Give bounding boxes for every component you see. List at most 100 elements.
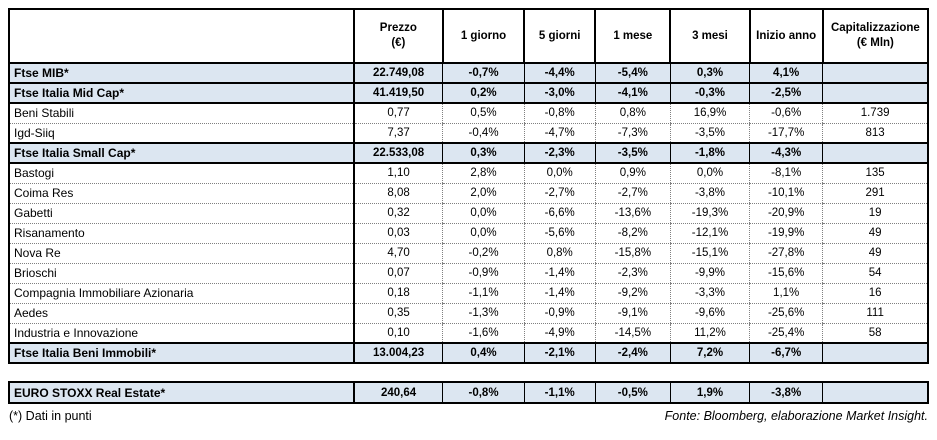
capitalization-cell: 49 [822, 242, 928, 264]
row-label: Ftse Italia Mid Cap* [9, 82, 354, 104]
pct-change-cell: -25,6% [749, 302, 823, 324]
price-cell: 22.533,08 [352, 142, 443, 164]
index-row: Ftse Italia Mid Cap* 41.419,50 0,2% -3,0% -4… [9, 82, 928, 104]
euro-table-body: EURO STOXX Real Estate* 240,64 -0,8% -1,1% -… [9, 381, 928, 404]
pct-change-cell: 0,3% [669, 62, 750, 84]
capitalization-cell: 49 [822, 222, 928, 244]
pct-change-cell: 7,2% [669, 342, 750, 364]
pct-change-cell: -2,7% [594, 182, 671, 204]
pct-change-cell: -19,3% [669, 202, 750, 224]
price-cell: 4,70 [352, 242, 443, 264]
capitalization-cell [822, 62, 928, 84]
row-label: Industria e Innovazione [9, 322, 354, 344]
price-cell: 7,37 [352, 122, 443, 144]
row-label: Beni Stabili [9, 102, 354, 124]
pct-change-cell: -4,4% [523, 62, 596, 84]
index-row: Ftse Italia Small Cap* 22.533,08 0,3% -2,3%… [9, 142, 928, 164]
pct-change-cell: -14,5% [594, 322, 671, 344]
pct-change-cell: -2,3% [523, 142, 596, 164]
pct-change-cell: 0,0% [669, 162, 750, 184]
price-cell: 22.749,08 [352, 62, 443, 84]
capitalization-cell: 16 [822, 282, 928, 304]
pct-change-cell: -27,8% [749, 242, 823, 264]
euro-table-wrap: EURO STOXX Real Estate* 240,64 -0,8% -1,1% -… [8, 381, 929, 404]
pct-change-cell: 0,8% [594, 102, 671, 124]
stock-row: Compagnia Immobiliare Azionaria 0,18 -1,1%… [9, 282, 928, 304]
capitalization-cell [822, 142, 928, 164]
pct-change-cell: 0,0% [442, 202, 525, 224]
pct-change-cell: 0,4% [442, 342, 525, 364]
price-cell: 240,64 [352, 381, 443, 404]
capitalization-cell: 54 [822, 262, 928, 284]
column-header-line: 1 giorno [460, 29, 507, 42]
pct-change-cell: -3,5% [669, 122, 750, 144]
pct-change-cell: -9,9% [669, 262, 750, 284]
capitalization-cell: 813 [822, 122, 928, 144]
pct-change-cell: -13,6% [594, 202, 671, 224]
capitalization-cell [822, 342, 928, 364]
row-label: Aedes [9, 302, 354, 324]
real-estate-price-sheet: Prezzo (€) 1 giorno 5 giorni 1 mese 3 mesi Ini… [8, 8, 930, 423]
pct-change-cell: -0,5% [594, 381, 671, 404]
pct-change-cell: -8,1% [749, 162, 823, 184]
pct-change-cell: -19,9% [749, 222, 823, 244]
main-table-body: Ftse MIB* 22.749,08 -0,7% -4,4% -5,4% 0,3% 4,1… [9, 62, 928, 364]
stock-row: Igd-Siiq 7,37 -0,4% -4,7% -7,3% -3,5% -17,7% 81… [9, 122, 928, 144]
column-header: Capitalizzazione (€ Mln) [821, 8, 930, 64]
pct-change-cell: -15,8% [594, 242, 671, 264]
pct-change-cell: -10,1% [749, 182, 823, 204]
row-label: Nova Re [9, 242, 354, 264]
corner-cell [8, 8, 355, 64]
capitalization-cell: 111 [822, 302, 928, 324]
pct-change-cell: -3,8% [669, 182, 750, 204]
capitalization-cell: 291 [822, 182, 928, 204]
price-cell: 0,32 [352, 202, 443, 224]
row-label: Bastogi [9, 162, 354, 184]
main-table-head: Prezzo (€) 1 giorno 5 giorni 1 mese 3 mesi Ini… [8, 8, 930, 64]
pct-change-cell: -3,8% [749, 381, 823, 404]
footnote-points: (*) Dati in punti [9, 409, 92, 423]
pct-change-cell: -0,7% [442, 62, 525, 84]
column-header: 1 mese [594, 8, 672, 64]
pct-change-cell: -5,6% [523, 222, 596, 244]
pct-change-cell: -2,5% [749, 82, 823, 104]
pct-change-cell: -25,4% [749, 322, 823, 344]
column-header-line: (€ Mln) [856, 37, 894, 49]
pct-change-cell: -5,4% [594, 62, 671, 84]
price-cell: 0,35 [352, 302, 443, 324]
pct-change-cell: 2,0% [442, 182, 525, 204]
column-header-line: Capitalizzazione [830, 22, 920, 35]
row-label: Coima Res [9, 182, 354, 204]
pct-change-cell: 11,2% [669, 322, 750, 344]
column-header: 1 giorno [441, 8, 526, 64]
stock-row: Industria e Innovazione 0,10 -1,6% -4,9% -14… [9, 322, 928, 344]
price-cell: 0,07 [352, 262, 443, 284]
row-label: Ftse MIB* [9, 62, 354, 84]
index-row: Ftse MIB* 22.749,08 -0,7% -4,4% -5,4% 0,3% 4,1… [9, 62, 928, 84]
pct-change-cell: -4,1% [594, 82, 671, 104]
pct-change-cell: -1,8% [669, 142, 750, 164]
pct-change-cell: -4,7% [523, 122, 596, 144]
pct-change-cell: -3,5% [594, 142, 671, 164]
price-cell: 0,77 [352, 102, 443, 124]
price-cell: 0,18 [352, 282, 443, 304]
capitalization-cell: 135 [822, 162, 928, 184]
stock-row: Nova Re 4,70 -0,2% 0,8% -15,8% -15,1% -27,8% 49 [9, 242, 928, 264]
header-row: Prezzo (€) 1 giorno 5 giorni 1 mese 3 mesi Ini… [8, 8, 930, 64]
pct-change-cell: 0,2% [442, 82, 525, 104]
pct-change-cell: -3,0% [523, 82, 596, 104]
stock-row: Risanamento 0,03 0,0% -5,6% -8,2% -12,1% -19,9… [9, 222, 928, 244]
footnote-source: Fonte: Bloomberg, elaborazione Market In… [664, 409, 928, 423]
stock-row: Coima Res 8,08 2,0% -2,7% -2,7% -3,8% -10,1% 29… [9, 182, 928, 204]
row-label: Gabetti [9, 202, 354, 224]
pct-change-cell: 1,1% [749, 282, 823, 304]
price-cell: 41.419,50 [352, 82, 443, 104]
pct-change-cell: 0,0% [523, 162, 596, 184]
price-cell: 1,10 [352, 162, 443, 184]
pct-change-cell: -1,4% [523, 262, 596, 284]
price-cell: 13.004,23 [352, 342, 443, 364]
capitalization-cell: 58 [822, 322, 928, 344]
pct-change-cell: -6,7% [749, 342, 823, 364]
capitalization-cell: 19 [822, 202, 928, 224]
column-header: 3 mesi [669, 8, 751, 64]
